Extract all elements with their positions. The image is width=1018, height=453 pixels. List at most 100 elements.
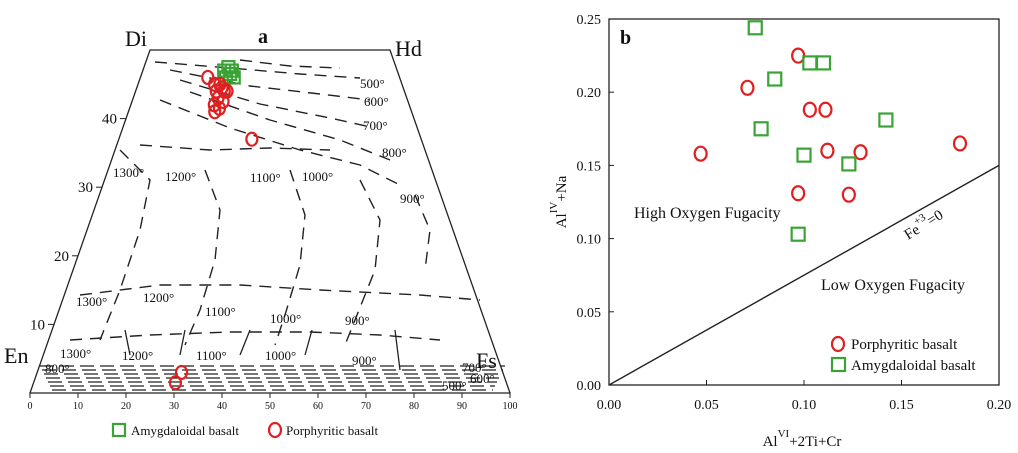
- isotherm-label: 1200°: [122, 348, 153, 363]
- isotherm-curve: [184, 169, 221, 346]
- isotherm-label: 1100°: [196, 348, 227, 363]
- isotherm-label: 500°: [442, 378, 467, 393]
- isotherm-label: 1300°: [76, 294, 107, 309]
- quadrilateral-points: [168, 60, 259, 391]
- isotherm-label: 900°: [352, 353, 377, 368]
- isotherm-leader: [239, 329, 251, 356]
- x-tick-label: 0.15: [889, 398, 914, 413]
- x-tick-label: 0.05: [694, 398, 719, 413]
- isotherm-curve: [159, 99, 401, 186]
- panel-b-legend: Porphyritic basalt Amygdaloidal basalt: [830, 335, 976, 374]
- corner-label-hd: Hd: [395, 36, 422, 61]
- isotherm-curve: [154, 61, 361, 79]
- low-oxygen-fugacity-label: Low Oxygen Fugacity: [821, 277, 965, 294]
- y-axis-label-sup: IV: [548, 202, 560, 214]
- isotherm-label: 800°: [45, 361, 70, 376]
- corner-labels: Di Hd En Fs: [4, 26, 497, 373]
- porphyritic-point: [952, 135, 968, 152]
- porphyritic-point: [841, 186, 856, 203]
- isotherm-label: 900°: [400, 191, 425, 206]
- left-tick-label: 20: [54, 249, 69, 265]
- amygdaloidal-point: [878, 112, 894, 128]
- isotherm-curve: [99, 149, 151, 341]
- fe3-label-rest: =0: [924, 207, 946, 229]
- y-axis-label-main: Al: [554, 213, 570, 228]
- corner-label-en: En: [4, 343, 28, 368]
- x-axis-label-main: Al: [763, 434, 778, 450]
- bottom-tick-label: 70: [361, 401, 371, 412]
- left-tick-label: 40: [102, 112, 117, 128]
- porphyritic-point: [693, 145, 708, 162]
- isotherm-curve: [69, 331, 441, 341]
- amygdaloidal-point: [753, 121, 769, 137]
- y-tick-label: 0.00: [577, 379, 602, 394]
- bottom-tick-label: 50: [265, 401, 275, 412]
- porphyritic-point: [201, 69, 215, 86]
- bottom-tick-label: 10: [73, 401, 83, 412]
- amygdaloidal-point: [796, 147, 812, 163]
- y-tick-label: 0.15: [577, 159, 602, 174]
- y-tick-label: 0.20: [577, 86, 602, 101]
- amygdaloidal-point: [802, 55, 818, 71]
- porphyritic-point: [207, 76, 222, 92]
- quadrilateral-border: [29, 49, 511, 394]
- panel-b-scatter: b 0.00 0.05 0.10 0.15 0.200.000.050.100.150.…: [548, 13, 1011, 450]
- porphyritic-point: [168, 375, 183, 391]
- isotherm-curve: [239, 59, 341, 69]
- amygdaloidal-point: [790, 226, 806, 242]
- corner-label-di: Di: [125, 26, 147, 51]
- legend-label-amygdaloidal: Amygdaloidal basalt: [131, 423, 239, 438]
- legend-label-amygdaloidal: Amygdaloidal basalt: [851, 358, 976, 374]
- bottom-tick-label: 80: [409, 401, 419, 412]
- isotherm-label: 700°: [462, 360, 487, 375]
- fe3-line-label: Fe+3=0: [899, 203, 946, 243]
- bottom-tick-label: 60: [313, 401, 323, 412]
- amygdaloidal-point: [747, 20, 763, 36]
- amygdaloidal-point: [223, 66, 238, 82]
- isotherm-label: 1100°: [205, 304, 236, 319]
- panel-a-quadrilateral: a 0 10 20 30 40 50 60 70 80 90 100 10 20 30 40 Di Hd En F…: [4, 26, 518, 439]
- amygdaloidal-point: [841, 156, 857, 172]
- bottom-tick-label: 40: [217, 401, 227, 412]
- isotherm-curve: [139, 144, 331, 151]
- legend-square-marker: [830, 356, 847, 373]
- legend-circle-marker: [267, 421, 283, 439]
- y-tick-label: 0.10: [577, 233, 602, 248]
- isotherm-curve: [189, 91, 391, 161]
- quadrilateral-ticks: 0 10 20 30 40 50 60 70 80 90 100 10 20 30 40: [28, 112, 518, 412]
- panel-a-label: a: [258, 26, 268, 48]
- isotherm-label: 1000°: [302, 169, 333, 184]
- panel-a-legend: Amygdaloidal basalt Porphyritic basalt: [111, 421, 378, 439]
- x-tick-label: 0.00: [597, 398, 622, 413]
- amygdaloidal-point: [226, 70, 241, 85]
- isotherm-label: 1200°: [143, 290, 174, 305]
- isotherm-lines: [40, 59, 505, 391]
- isotherm-label: 1200°: [165, 169, 196, 184]
- bottom-tick-label: 0: [28, 401, 33, 412]
- panel-b-axes: 0.00 0.05 0.10 0.15 0.20 0.00 0.05 0.10 0.15 0.20…: [548, 13, 1011, 450]
- x-axis-label: AlVI+2Ti+Cr: [763, 428, 842, 450]
- isotherm-label: 600°: [364, 94, 389, 109]
- panel-b-label: b: [620, 27, 631, 49]
- isotherm-label: 600°: [470, 371, 495, 386]
- high-oxygen-fugacity-label: High Oxygen Fugacity: [634, 205, 781, 222]
- porphyritic-point: [802, 101, 817, 118]
- x-axis-label-sup: VI: [778, 428, 790, 440]
- isotherm-label: 1300°: [60, 346, 91, 361]
- isotherm-curve: [414, 194, 431, 271]
- x-axis-label-rest: +2Ti+Cr: [789, 434, 841, 450]
- y-axis-label-rest: +Na: [554, 175, 570, 201]
- left-tick-label: 30: [78, 180, 93, 196]
- fe3-line: [608, 164, 1000, 386]
- quadrilateral-outline: [29, 49, 511, 394]
- porphyritic-point: [212, 100, 227, 116]
- plot-frame: [608, 18, 1000, 386]
- bottom-tick-label: 100: [503, 401, 518, 412]
- porphyritic-point: [791, 185, 806, 202]
- isotherm-leader: [124, 329, 131, 356]
- legend-label-porphyritic: Porphyritic basalt: [286, 423, 378, 438]
- bottom-tick-label: 30: [169, 401, 179, 412]
- isotherm-curve: [344, 179, 381, 346]
- isotherm-label: 500°: [360, 76, 385, 91]
- isotherm-curve: [169, 69, 371, 101]
